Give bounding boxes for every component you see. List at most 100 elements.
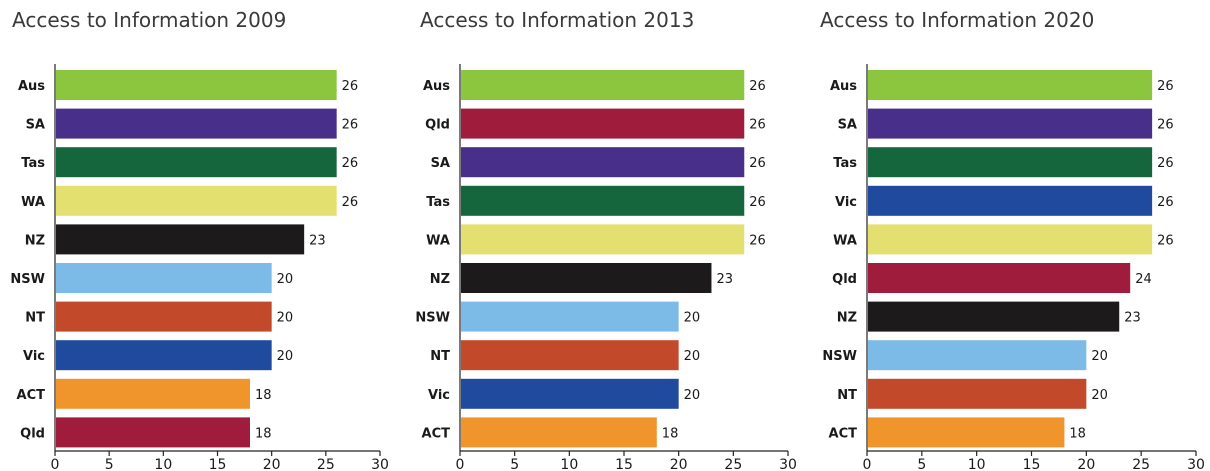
bar-nt bbox=[56, 301, 272, 332]
data-label: 26 bbox=[342, 195, 359, 210]
x-tick-label: 15 bbox=[615, 457, 633, 471]
category-label: NZ bbox=[837, 311, 857, 326]
data-label: 26 bbox=[1157, 156, 1174, 171]
bar-sa bbox=[56, 108, 337, 139]
bar-wa bbox=[461, 224, 745, 255]
category-label: Vic bbox=[23, 349, 45, 364]
x-tick-label: 10 bbox=[154, 457, 172, 471]
bar-wa bbox=[868, 224, 1153, 255]
x-tick-label: 10 bbox=[560, 457, 578, 471]
data-label: 18 bbox=[1069, 426, 1086, 441]
category-label: Qld bbox=[20, 426, 45, 441]
data-label: 26 bbox=[1157, 79, 1174, 94]
data-label: 26 bbox=[749, 156, 766, 171]
bar-tas bbox=[461, 185, 745, 216]
bar-nz bbox=[56, 224, 305, 255]
x-tick-label: 20 bbox=[263, 457, 281, 471]
data-label: 23 bbox=[716, 272, 733, 287]
x-tick-label: 20 bbox=[1077, 457, 1095, 471]
category-label: Aus bbox=[18, 79, 45, 94]
data-label: 20 bbox=[277, 311, 294, 326]
data-label: 26 bbox=[749, 233, 766, 248]
x-tick-label: 0 bbox=[51, 457, 60, 471]
category-label: Tas bbox=[833, 156, 857, 171]
x-tick-label: 25 bbox=[724, 457, 742, 471]
data-label: 20 bbox=[684, 388, 701, 403]
data-label: 26 bbox=[1157, 118, 1174, 133]
bar-act bbox=[868, 417, 1065, 448]
x-tick-label: 25 bbox=[317, 457, 335, 471]
bar-tas bbox=[868, 147, 1153, 178]
chart-title-2020: Access to Information 2020 bbox=[820, 8, 1095, 32]
bar-tas bbox=[56, 147, 337, 178]
category-label: Tas bbox=[426, 195, 450, 210]
category-label: Aus bbox=[423, 79, 450, 94]
bar-qld bbox=[868, 263, 1131, 293]
x-tick-label: 5 bbox=[917, 457, 926, 471]
category-label: SA bbox=[26, 118, 45, 133]
bar-nz bbox=[868, 301, 1120, 332]
category-label: Qld bbox=[425, 118, 450, 133]
category-label: Vic bbox=[835, 195, 857, 210]
category-label: NZ bbox=[430, 272, 450, 287]
category-label: WA bbox=[21, 195, 45, 210]
x-tick-label: 15 bbox=[209, 457, 227, 471]
bar-qld bbox=[461, 108, 745, 139]
data-label: 23 bbox=[309, 233, 326, 248]
chart-title-2013: Access to Information 2013 bbox=[420, 8, 695, 32]
bar-nt bbox=[868, 378, 1087, 409]
data-label: 26 bbox=[749, 118, 766, 133]
chart-title-2009: Access to Information 2009 bbox=[12, 8, 287, 32]
category-label: SA bbox=[838, 118, 857, 133]
data-label: 20 bbox=[1091, 388, 1108, 403]
x-tick-label: 30 bbox=[1187, 457, 1205, 471]
data-label: 26 bbox=[342, 118, 359, 133]
category-label: SA bbox=[431, 156, 450, 171]
bar-act bbox=[461, 417, 657, 448]
category-label: Vic bbox=[428, 388, 450, 403]
data-label: 20 bbox=[277, 272, 294, 287]
data-label: 26 bbox=[1157, 233, 1174, 248]
x-tick-label: 0 bbox=[456, 457, 465, 471]
bar-vic bbox=[461, 378, 679, 409]
x-tick-label: 25 bbox=[1132, 457, 1150, 471]
bar-aus bbox=[461, 70, 745, 100]
data-label: 18 bbox=[255, 388, 272, 403]
x-tick-label: 0 bbox=[863, 457, 872, 471]
category-label: NT bbox=[430, 349, 450, 364]
x-tick-label: 15 bbox=[1023, 457, 1041, 471]
data-label: 24 bbox=[1135, 272, 1152, 287]
bar-aus bbox=[868, 70, 1153, 100]
data-label: 20 bbox=[684, 349, 701, 364]
category-label: NSW bbox=[415, 311, 450, 326]
category-label: Tas bbox=[21, 156, 45, 171]
category-label: NSW bbox=[822, 349, 857, 364]
category-label: NSW bbox=[10, 272, 45, 287]
bar-sa bbox=[868, 108, 1153, 139]
category-label: NT bbox=[837, 388, 857, 403]
data-label: 26 bbox=[1157, 195, 1174, 210]
bar-nt bbox=[461, 340, 679, 371]
category-label: ACT bbox=[829, 426, 858, 441]
category-label: Qld bbox=[832, 272, 857, 287]
bar-qld bbox=[56, 417, 250, 448]
bar-nsw bbox=[868, 340, 1087, 371]
bar-wa bbox=[56, 185, 337, 216]
bar-aus bbox=[56, 70, 337, 100]
bar-vic bbox=[868, 185, 1153, 216]
data-label: 20 bbox=[1091, 349, 1108, 364]
category-label: ACT bbox=[17, 388, 46, 403]
x-tick-label: 30 bbox=[371, 457, 389, 471]
data-label: 18 bbox=[662, 426, 679, 441]
x-tick-label: 5 bbox=[510, 457, 519, 471]
bar-nsw bbox=[56, 263, 272, 293]
category-label: NT bbox=[25, 311, 45, 326]
bar-nsw bbox=[461, 301, 679, 332]
data-label: 20 bbox=[277, 349, 294, 364]
data-label: 26 bbox=[342, 79, 359, 94]
category-label: NZ bbox=[25, 233, 45, 248]
category-label: Aus bbox=[830, 79, 857, 94]
